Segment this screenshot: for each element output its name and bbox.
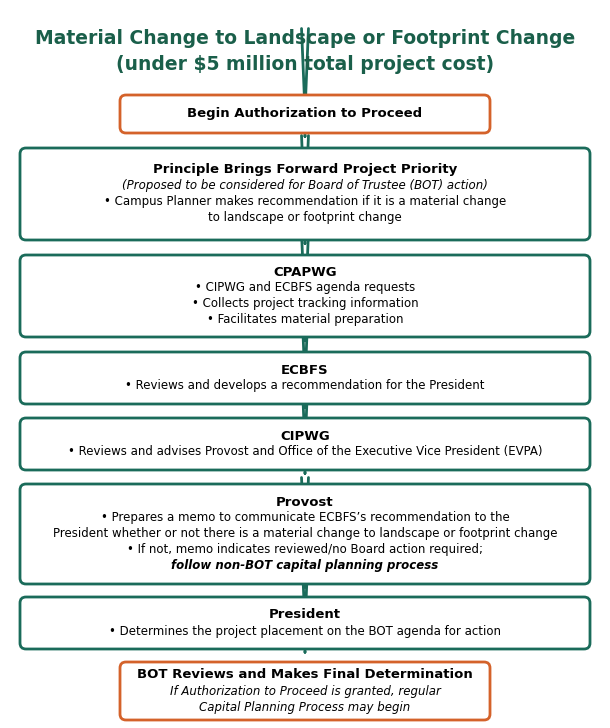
- FancyBboxPatch shape: [20, 597, 590, 649]
- Text: • Campus Planner makes recommendation if it is a material change: • Campus Planner makes recommendation if…: [104, 196, 506, 208]
- Text: • Determines the project placement on the BOT agenda for action: • Determines the project placement on th…: [109, 625, 501, 638]
- Text: Provost: Provost: [276, 496, 334, 508]
- Text: (under $5 million total project cost): (under $5 million total project cost): [116, 55, 494, 74]
- Text: • Reviews and develops a recommendation for the President: • Reviews and develops a recommendation …: [125, 379, 485, 392]
- Text: President: President: [269, 609, 341, 622]
- Text: Material Change to Landscape or Footprint Change: Material Change to Landscape or Footprin…: [35, 28, 575, 47]
- Text: • Reviews and advises Provost and Office of the Executive Vice President (EVPA): • Reviews and advises Provost and Office…: [68, 446, 542, 459]
- Text: to landscape or footprint change: to landscape or footprint change: [208, 212, 402, 224]
- Text: President whether or not there is a material change to landscape or footprint ch: President whether or not there is a mate…: [52, 528, 558, 540]
- Text: follow non-BOT capital planning process: follow non-BOT capital planning process: [171, 560, 439, 572]
- Text: ECBFS: ECBFS: [281, 363, 329, 376]
- FancyBboxPatch shape: [20, 255, 590, 337]
- FancyBboxPatch shape: [20, 484, 590, 584]
- FancyBboxPatch shape: [120, 662, 490, 720]
- Text: (Proposed to be considered for Board of Trustee (BOT) action): (Proposed to be considered for Board of …: [122, 180, 488, 192]
- FancyBboxPatch shape: [20, 352, 590, 404]
- FancyBboxPatch shape: [20, 418, 590, 470]
- Text: • If not, memo indicates reviewed/no Board action required;: • If not, memo indicates reviewed/no Boa…: [127, 544, 483, 556]
- Text: • Facilitates material preparation: • Facilitates material preparation: [207, 314, 403, 326]
- Text: CIPWG: CIPWG: [280, 430, 330, 443]
- Text: Begin Authorization to Proceed: Begin Authorization to Proceed: [187, 108, 423, 121]
- Text: • CIPWG and ECBFS agenda requests: • CIPWG and ECBFS agenda requests: [195, 282, 415, 295]
- Text: BOT Reviews and Makes Final Determination: BOT Reviews and Makes Final Determinatio…: [137, 668, 473, 681]
- Text: Principle Brings Forward Project Priority: Principle Brings Forward Project Priorit…: [153, 164, 457, 176]
- Text: • Prepares a memo to communicate ECBFS’s recommendation to the: • Prepares a memo to communicate ECBFS’s…: [101, 512, 509, 524]
- Text: Capital Planning Process may begin: Capital Planning Process may begin: [199, 700, 411, 713]
- Text: • Collects project tracking information: • Collects project tracking information: [192, 298, 418, 311]
- Text: If Authorization to Proceed is granted, regular: If Authorization to Proceed is granted, …: [170, 684, 440, 697]
- FancyBboxPatch shape: [120, 95, 490, 133]
- FancyBboxPatch shape: [20, 148, 590, 240]
- Text: CPAPWG: CPAPWG: [273, 266, 337, 279]
